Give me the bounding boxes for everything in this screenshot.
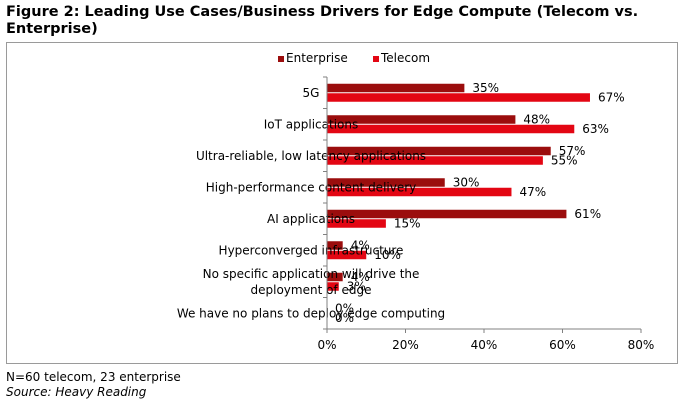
data-label-telecom: 67% (598, 90, 625, 104)
category-label: deployment of edge (251, 283, 372, 297)
data-label-telecom: 63% (582, 122, 609, 136)
bar-telecom (327, 219, 386, 228)
x-tick-label: 80% (628, 338, 655, 352)
data-label-enterprise: 61% (574, 207, 601, 221)
bar-enterprise (327, 272, 343, 282)
data-label-enterprise: 0% (335, 301, 354, 315)
bar-enterprise (327, 146, 551, 156)
data-label-enterprise: 4% (351, 238, 370, 252)
category-label: 5G (303, 86, 320, 100)
data-label-telecom: 47% (519, 185, 546, 199)
bar-telecom (327, 187, 512, 197)
source-note: Source: Heavy Reading (6, 385, 147, 399)
x-tick-label: 60% (549, 338, 576, 352)
chart-frame (6, 42, 678, 364)
legend-label-enterprise: Enterprise (286, 51, 348, 65)
data-label-telecom: 3% (347, 279, 366, 293)
data-label-enterprise: 57% (559, 144, 586, 158)
legend-swatch-telecom (373, 56, 379, 62)
data-label-enterprise: 4% (351, 270, 370, 284)
category-label: Hyperconverged infrastructure (219, 243, 404, 257)
figure-title: Figure 2: Leading Use Cases/Business Dri… (6, 4, 639, 37)
legend-swatch-enterprise (278, 56, 284, 62)
bar-telecom (327, 282, 339, 291)
x-tick-label: 0% (317, 338, 336, 352)
category-label: AI applications (267, 212, 355, 226)
bar-telecom (327, 250, 367, 260)
bar-telecom (327, 124, 575, 134)
x-tick-label: 20% (392, 338, 419, 352)
category-label: We have no plans to deploy edge computin… (177, 306, 445, 320)
bar-enterprise (327, 83, 465, 93)
category-label: High-performance content delivery (206, 180, 417, 194)
bar-enterprise (327, 178, 445, 187)
category-label: No specific application will drive the (203, 267, 420, 281)
bar-telecom (327, 156, 543, 165)
category-label: IoT applications (264, 117, 358, 131)
data-label-telecom: 10% (374, 248, 401, 262)
bar-enterprise (327, 241, 343, 250)
bar-telecom (327, 93, 590, 102)
x-tick-label: 40% (471, 338, 498, 352)
legend-label-telecom: Telecom (380, 51, 430, 65)
data-label-enterprise: 35% (472, 81, 499, 95)
data-label-telecom: 55% (551, 153, 578, 167)
sample-size-note: N=60 telecom, 23 enterprise (6, 370, 181, 384)
data-label-telecom: 0% (335, 311, 354, 325)
data-label-enterprise: 30% (453, 175, 480, 189)
category-label: Ultra-reliable, low latency applications (196, 149, 426, 163)
bar-enterprise (327, 209, 567, 219)
bar-enterprise (327, 115, 516, 124)
data-label-enterprise: 48% (523, 112, 550, 126)
data-label-telecom: 15% (394, 216, 421, 230)
